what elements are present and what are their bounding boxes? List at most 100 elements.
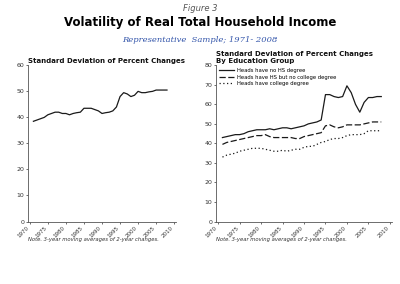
Heads have HS but no college degree — [272, 136, 276, 139]
Heads have no HS degree — [229, 134, 234, 137]
Heads have no HS degree — [374, 95, 379, 98]
Heads have HS but no college degree — [267, 135, 272, 138]
Heads have college degree — [250, 147, 255, 150]
Heads have HS but no college degree — [314, 132, 319, 135]
Heads have no HS degree — [314, 120, 319, 124]
Heads have HS but no college degree — [319, 131, 324, 134]
Line: Heads have college degree: Heads have college degree — [222, 131, 381, 157]
Heads have college degree — [293, 148, 298, 151]
Heads have college degree — [272, 149, 276, 153]
Heads have college degree — [327, 138, 332, 141]
Heads have college degree — [284, 149, 289, 153]
Heads have college degree — [340, 136, 345, 139]
Line: Heads have no HS degree: Heads have no HS degree — [222, 86, 381, 137]
Heads have HS but no college degree — [362, 122, 366, 126]
Heads have HS but no college degree — [289, 136, 294, 139]
Heads have college degree — [344, 134, 349, 137]
Heads have no HS degree — [379, 95, 384, 98]
Heads have college degree — [306, 145, 311, 148]
Heads have no HS degree — [237, 133, 242, 136]
Heads have HS but no college degree — [293, 137, 298, 140]
Heads have no HS degree — [344, 84, 349, 87]
Heads have no HS degree — [284, 126, 289, 130]
Heads have HS but no college degree — [310, 133, 315, 136]
Text: Representative  Sample; 1971- 2008: Representative Sample; 1971- 2008 — [122, 36, 278, 43]
Heads have no HS degree — [327, 93, 332, 96]
Heads have no HS degree — [254, 128, 259, 131]
Heads have no HS degree — [224, 135, 229, 138]
Heads have HS but no college degree — [374, 120, 379, 124]
Heads have no HS degree — [358, 110, 362, 114]
Heads have college degree — [314, 143, 319, 146]
Heads have no HS degree — [366, 96, 371, 99]
Heads have HS but no college degree — [276, 136, 281, 139]
Heads have college degree — [362, 132, 366, 135]
Heads have HS but no college degree — [263, 133, 268, 136]
Heads have college degree — [310, 145, 315, 148]
Heads have no HS degree — [353, 103, 358, 106]
Heads have no HS degree — [297, 125, 302, 129]
Heads have college degree — [297, 148, 302, 151]
Heads have no HS degree — [340, 95, 345, 98]
Heads have college degree — [370, 129, 375, 132]
Text: Standard Deviation of Percent Changes: Standard Deviation of Percent Changes — [28, 58, 185, 64]
Heads have HS but no college degree — [327, 123, 332, 127]
Heads have college degree — [353, 133, 358, 136]
Heads have HS but no college degree — [306, 134, 311, 137]
Heads have no HS degree — [349, 91, 354, 94]
Heads have college degree — [319, 141, 324, 144]
Heads have college degree — [280, 149, 285, 152]
Heads have no HS degree — [289, 127, 294, 130]
Heads have HS but no college degree — [254, 134, 259, 137]
Heads have HS but no college degree — [242, 137, 246, 140]
Text: Standard Deviation of Percent Changes
By Education Group: Standard Deviation of Percent Changes By… — [216, 51, 373, 64]
Heads have HS but no college degree — [220, 143, 225, 146]
Heads have no HS degree — [267, 127, 272, 130]
Heads have HS but no college degree — [358, 123, 362, 127]
Heads have HS but no college degree — [302, 135, 306, 138]
Heads have no HS degree — [362, 101, 366, 104]
Heads have college degree — [374, 129, 379, 132]
Heads have HS but no college degree — [259, 134, 264, 137]
Text: Note. 3-year moving averages of 2-year changes.: Note. 3-year moving averages of 2-year c… — [216, 237, 347, 242]
Heads have HS but no college degree — [370, 120, 375, 124]
Heads have HS but no college degree — [353, 123, 358, 127]
Heads have no HS degree — [302, 124, 306, 128]
Heads have no HS degree — [310, 121, 315, 125]
Heads have college degree — [220, 155, 225, 159]
Heads have HS but no college degree — [332, 125, 336, 129]
Heads have no HS degree — [336, 96, 341, 99]
Heads have no HS degree — [319, 118, 324, 122]
Heads have HS but no college degree — [323, 124, 328, 128]
Heads have college degree — [254, 147, 259, 150]
Heads have no HS degree — [293, 126, 298, 130]
Heads have college degree — [349, 133, 354, 136]
Heads have no HS degree — [306, 122, 311, 126]
Heads have no HS degree — [276, 127, 281, 130]
Heads have college degree — [233, 151, 238, 155]
Heads have no HS degree — [250, 129, 255, 132]
Heads have HS but no college degree — [366, 121, 371, 125]
Text: Note. 3-year moving averages of 2-year changes.: Note. 3-year moving averages of 2-year c… — [28, 237, 159, 242]
Legend: Heads have no HS degree, Heads have HS but no college degree, Heads have college: Heads have no HS degree, Heads have HS b… — [219, 68, 336, 86]
Heads have HS but no college degree — [246, 136, 250, 139]
Heads have no HS degree — [370, 96, 375, 99]
Heads have HS but no college degree — [344, 123, 349, 127]
Heads have college degree — [302, 146, 306, 149]
Heads have HS but no college degree — [379, 120, 384, 124]
Heads have HS but no college degree — [349, 123, 354, 127]
Heads have no HS degree — [242, 132, 246, 135]
Heads have HS but no college degree — [233, 139, 238, 142]
Heads have HS but no college degree — [237, 138, 242, 141]
Heads have no HS degree — [220, 136, 225, 139]
Heads have HS but no college degree — [336, 126, 341, 130]
Heads have college degree — [224, 153, 229, 157]
Heads have college degree — [366, 129, 371, 132]
Heads have no HS degree — [263, 128, 268, 131]
Heads have college degree — [267, 149, 272, 152]
Heads have college degree — [332, 137, 336, 140]
Heads have HS but no college degree — [284, 136, 289, 139]
Heads have no HS degree — [332, 95, 336, 98]
Heads have college degree — [323, 140, 328, 143]
Heads have college degree — [229, 153, 234, 156]
